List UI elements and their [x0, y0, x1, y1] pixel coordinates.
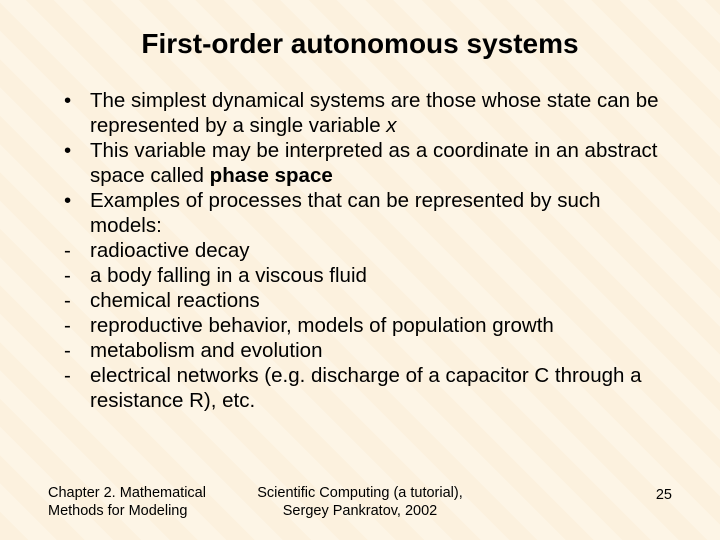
bullet-text: reproductive behavior, models of populat…: [90, 314, 554, 337]
bullet-text: a body falling in a viscous fluid: [90, 264, 367, 287]
slide-title: First-order autonomous systems: [48, 28, 672, 60]
bold-term: phase space: [210, 164, 333, 187]
footer-center-line2: Sergey Pankratov, 2002: [283, 503, 438, 519]
slide: First-order autonomous systems • The sim…: [0, 0, 720, 540]
bullet-text: radioactive decay: [90, 239, 250, 262]
dash-marker: -: [64, 313, 71, 338]
bullet-text: electrical networks (e.g. discharge of a…: [90, 364, 642, 412]
bullet-marker: •: [64, 138, 71, 163]
bullet-text: chemical reactions: [90, 289, 260, 312]
bullet-item: • This variable may be interpreted as a …: [56, 138, 664, 188]
bullet-text: Examples of processes that can be repres…: [90, 189, 601, 237]
bullet-marker: •: [64, 88, 71, 113]
dash-marker: -: [64, 288, 71, 313]
bullet-item: - electrical networks (e.g. discharge of…: [56, 363, 664, 413]
bullet-item: • Examples of processes that can be repr…: [56, 188, 664, 238]
dash-marker: -: [64, 338, 71, 363]
bullet-item: - a body falling in a viscous fluid: [56, 263, 664, 288]
bullet-list: • The simplest dynamical systems are tho…: [48, 88, 672, 413]
bullet-item: - reproductive behavior, models of popul…: [56, 313, 664, 338]
footer-center-line1: Scientific Computing (a tutorial),: [257, 485, 463, 501]
bullet-item: - chemical reactions: [56, 288, 664, 313]
bullet-item: • The simplest dynamical systems are tho…: [56, 88, 664, 138]
italic-var: x: [386, 114, 396, 137]
bullet-text: metabolism and evolution: [90, 339, 322, 362]
dash-marker: -: [64, 238, 71, 263]
bullet-text: This variable may be interpreted as a co…: [90, 139, 657, 187]
bullet-marker: •: [64, 188, 71, 213]
footer-center: Scientific Computing (a tutorial), Serge…: [0, 485, 720, 520]
bullet-text: The simplest dynamical systems are those…: [90, 89, 659, 137]
bullet-item: - radioactive decay: [56, 238, 664, 263]
bullet-item: - metabolism and evolution: [56, 338, 664, 363]
dash-marker: -: [64, 263, 71, 288]
dash-marker: -: [64, 363, 71, 388]
page-number: 25: [656, 487, 672, 504]
